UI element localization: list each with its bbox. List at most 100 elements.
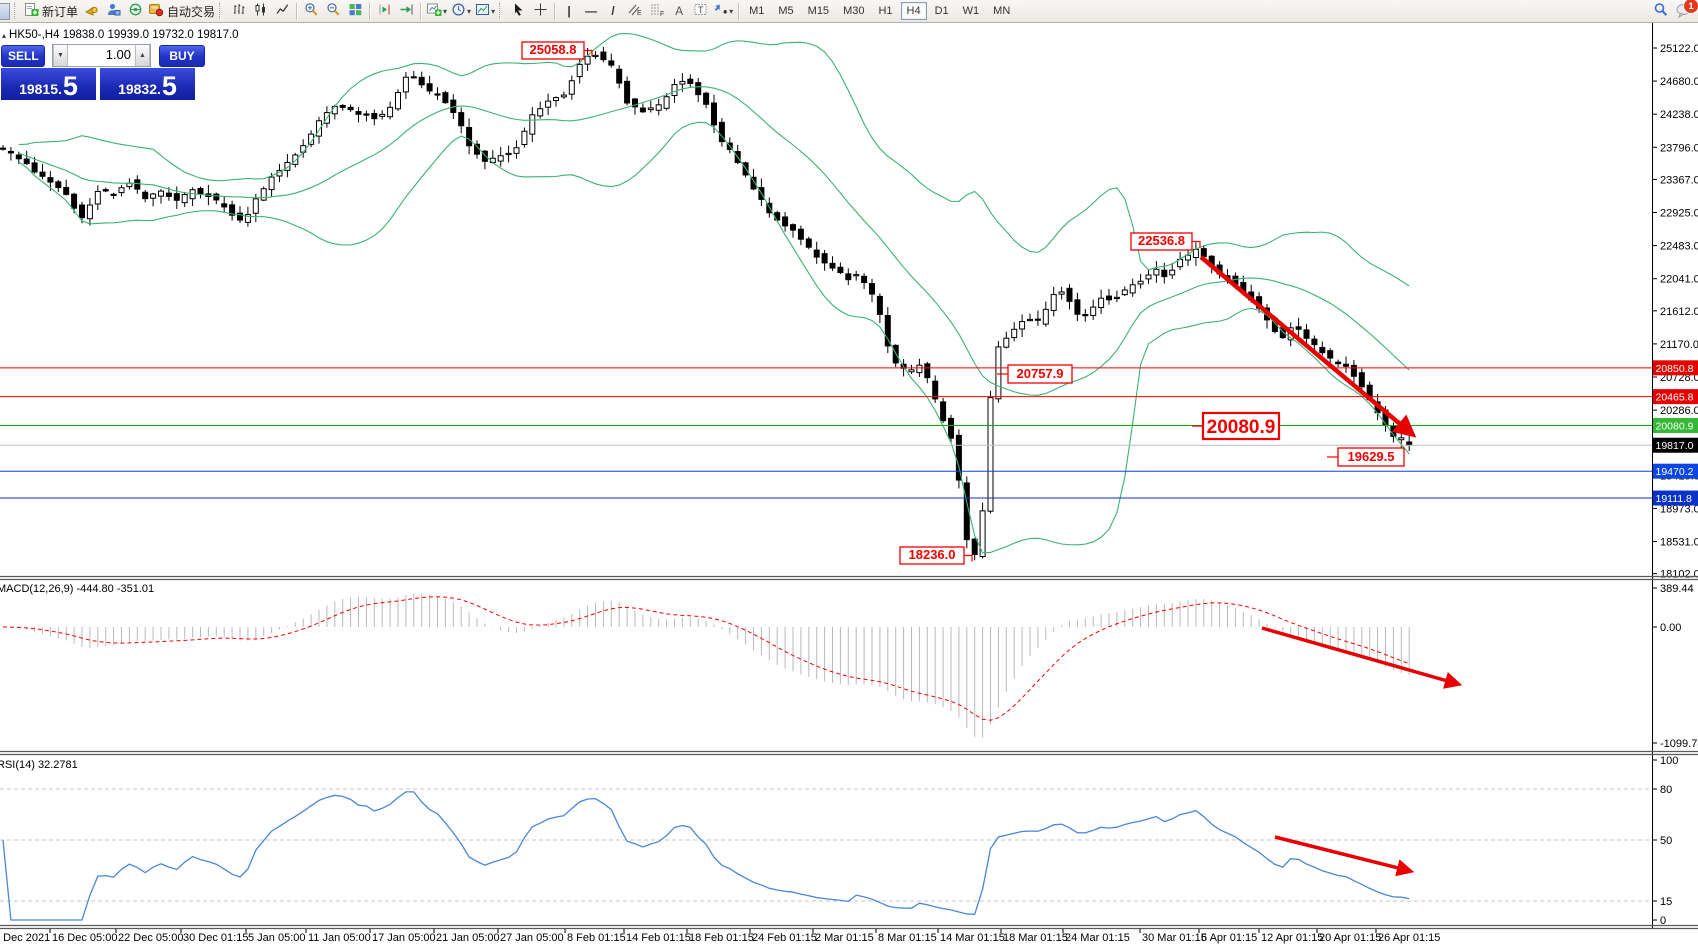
price-chart-plot[interactable] bbox=[0, 32, 1413, 561]
timeframe-h4-button[interactable]: H4 bbox=[900, 2, 927, 20]
search-button[interactable] bbox=[1650, 1, 1672, 21]
new-order-button[interactable]: 新订单 bbox=[22, 1, 80, 21]
buy-price-main: 19832. bbox=[118, 81, 161, 97]
line-chart-button[interactable] bbox=[271, 1, 293, 21]
macd-axis[interactable]: 389.44 0.00 -1099.78 bbox=[1652, 583, 1698, 750]
horizontal-line-objects[interactable] bbox=[0, 367, 1652, 499]
crosshair-button[interactable] bbox=[529, 1, 551, 21]
price-badge-20080.9: 20080.9 bbox=[1653, 417, 1698, 433]
toolbar-drag-handle[interactable] bbox=[219, 3, 224, 19]
svg-text:24 Feb 01:15: 24 Feb 01:15 bbox=[752, 932, 817, 944]
trend-arrow[interactable] bbox=[1199, 255, 1417, 438]
chart-shift-button[interactable] bbox=[373, 1, 395, 21]
svg-text:9 Dec 2021: 9 Dec 2021 bbox=[0, 932, 50, 944]
buy-price-display[interactable]: 19832. 5 bbox=[100, 68, 195, 100]
price-callout-18236.0[interactable]: 18236.0 bbox=[899, 546, 973, 565]
zoom-in-button[interactable] bbox=[300, 1, 322, 21]
rsi-indicator-panel[interactable] bbox=[0, 788, 1652, 921]
template-button[interactable]: ▾ bbox=[473, 1, 497, 21]
timeframe-m15-button[interactable]: M15 bbox=[802, 2, 835, 20]
macd-indicator-panel[interactable] bbox=[2, 593, 1410, 738]
signals-button[interactable] bbox=[102, 1, 124, 21]
price-callout-20080.9[interactable]: 20080.9 bbox=[1192, 411, 1281, 441]
volume-increase-button[interactable]: ▲ bbox=[135, 45, 150, 66]
svg-text:18531.0: 18531.0 bbox=[1660, 537, 1698, 549]
trendline-button[interactable]: / bbox=[602, 1, 624, 21]
autotrading-button[interactable]: 自动交易 bbox=[146, 1, 217, 21]
price-callout-labels: 25058.8 22536.8 20757.9 20080.9 19629.5 18236… bbox=[521, 41, 1405, 565]
svg-text:18 Mar 01:15: 18 Mar 01:15 bbox=[1003, 932, 1068, 944]
svg-text:20080.9: 20080.9 bbox=[1207, 417, 1276, 438]
svg-text:16 Dec 05:00: 16 Dec 05:00 bbox=[52, 932, 117, 944]
trendline-icon: / bbox=[611, 4, 615, 18]
text-label-icon: T bbox=[693, 2, 709, 20]
price-axis[interactable]: 25122.0 24680.0 24238.0 23796.0 23367.0 22925… bbox=[1652, 23, 1698, 929]
timeframe-m5-button[interactable]: M5 bbox=[772, 2, 799, 20]
channel-icon: E bbox=[627, 2, 643, 20]
price-callout-19629.5[interactable]: 19629.5 bbox=[1327, 447, 1405, 467]
search-icon bbox=[1653, 2, 1669, 21]
timeframe-h1-button[interactable]: H1 bbox=[872, 2, 898, 20]
svg-text:-1099.78: -1099.78 bbox=[1660, 738, 1698, 750]
svg-text:23796.0: 23796.0 bbox=[1660, 142, 1698, 154]
arrows-button[interactable]: ▾ bbox=[712, 1, 735, 21]
svg-text:30 Dec 01:15: 30 Dec 01:15 bbox=[183, 932, 248, 944]
svg-text:19629.5: 19629.5 bbox=[1348, 449, 1395, 464]
bar-chart-button[interactable] bbox=[227, 1, 249, 21]
equidistant-channel-button[interactable]: E bbox=[624, 1, 646, 21]
trend-arrow[interactable] bbox=[1274, 835, 1415, 877]
buy-button[interactable]: BUY bbox=[159, 44, 205, 67]
trend-arrow-objects[interactable] bbox=[1199, 255, 1463, 877]
price-callout-25058.8[interactable]: 25058.8 bbox=[521, 41, 593, 60]
volume-decrease-button[interactable]: ▼ bbox=[53, 45, 68, 66]
market-button[interactable] bbox=[80, 1, 102, 21]
svg-text:25122.0: 25122.0 bbox=[1660, 43, 1698, 55]
svg-text:17 Jan 05:00: 17 Jan 05:00 bbox=[372, 932, 436, 944]
rsi-axis[interactable]: 100 80 50 15 0 bbox=[1652, 755, 1678, 927]
panel-separators[interactable] bbox=[0, 575, 1698, 930]
sell-price-display[interactable]: 19815. 5 bbox=[1, 68, 96, 100]
arrows-icon bbox=[714, 2, 728, 20]
new-chart-button[interactable]: ▾ bbox=[424, 1, 449, 21]
timeframe-d1-button[interactable]: D1 bbox=[929, 2, 955, 20]
market-icon bbox=[84, 2, 99, 20]
svg-text:18973.0: 18973.0 bbox=[1660, 503, 1698, 515]
news-button[interactable] bbox=[124, 1, 146, 21]
svg-text:22536.8: 22536.8 bbox=[1138, 233, 1185, 248]
toolbar-separator bbox=[738, 2, 740, 20]
timeframe-mn-button[interactable]: MN bbox=[987, 2, 1016, 20]
svg-text:24680.0: 24680.0 bbox=[1660, 76, 1698, 88]
horizontal-line-button[interactable]: — bbox=[580, 1, 602, 21]
timeframe-m30-button[interactable]: M30 bbox=[837, 2, 870, 20]
tile-windows-button[interactable] bbox=[344, 1, 366, 21]
toolbar-drag-handle[interactable] bbox=[14, 3, 19, 19]
zoom-out-button[interactable] bbox=[322, 1, 344, 21]
timeframe-m1-button[interactable]: M1 bbox=[743, 2, 770, 20]
trend-arrow[interactable] bbox=[1261, 626, 1463, 689]
price-callout-20757.9[interactable]: 20757.9 bbox=[997, 364, 1073, 384]
notifications-button[interactable]: 1 bbox=[1672, 0, 1698, 21]
symbol-header: ▴ HK50-,H4 19838.0 19939.0 19732.0 19817.… bbox=[2, 29, 239, 41]
text-label-button[interactable]: T bbox=[690, 1, 712, 21]
toolbar-drag-handle[interactable] bbox=[499, 3, 504, 19]
fibonacci-button[interactable]: F bbox=[646, 1, 668, 21]
text-button[interactable]: A bbox=[668, 1, 690, 21]
sell-button[interactable]: SELL bbox=[1, 44, 45, 67]
profiles-button[interactable]: ▾ bbox=[449, 1, 473, 21]
price-badge-19817.0: 19817.0 bbox=[1653, 437, 1698, 453]
signals-person-icon bbox=[106, 2, 121, 20]
svg-text:24 Mar 01:15: 24 Mar 01:15 bbox=[1065, 932, 1130, 944]
svg-text:22483.0: 22483.0 bbox=[1660, 241, 1698, 253]
vertical-line-button[interactable]: | bbox=[558, 1, 580, 21]
auto-scroll-button[interactable] bbox=[395, 1, 417, 21]
volume-input[interactable]: 1.00 bbox=[105, 47, 131, 62]
timeframe-w1-button[interactable]: W1 bbox=[957, 2, 986, 20]
price-callout-22536.8[interactable]: 22536.8 bbox=[1130, 232, 1201, 251]
toolbar-separator bbox=[420, 2, 422, 20]
cursor-button[interactable] bbox=[507, 1, 529, 21]
bar-chart-icon bbox=[231, 2, 246, 20]
candlestick-chart-button[interactable] bbox=[249, 1, 271, 21]
svg-text:8 Feb 01:15: 8 Feb 01:15 bbox=[567, 932, 626, 944]
